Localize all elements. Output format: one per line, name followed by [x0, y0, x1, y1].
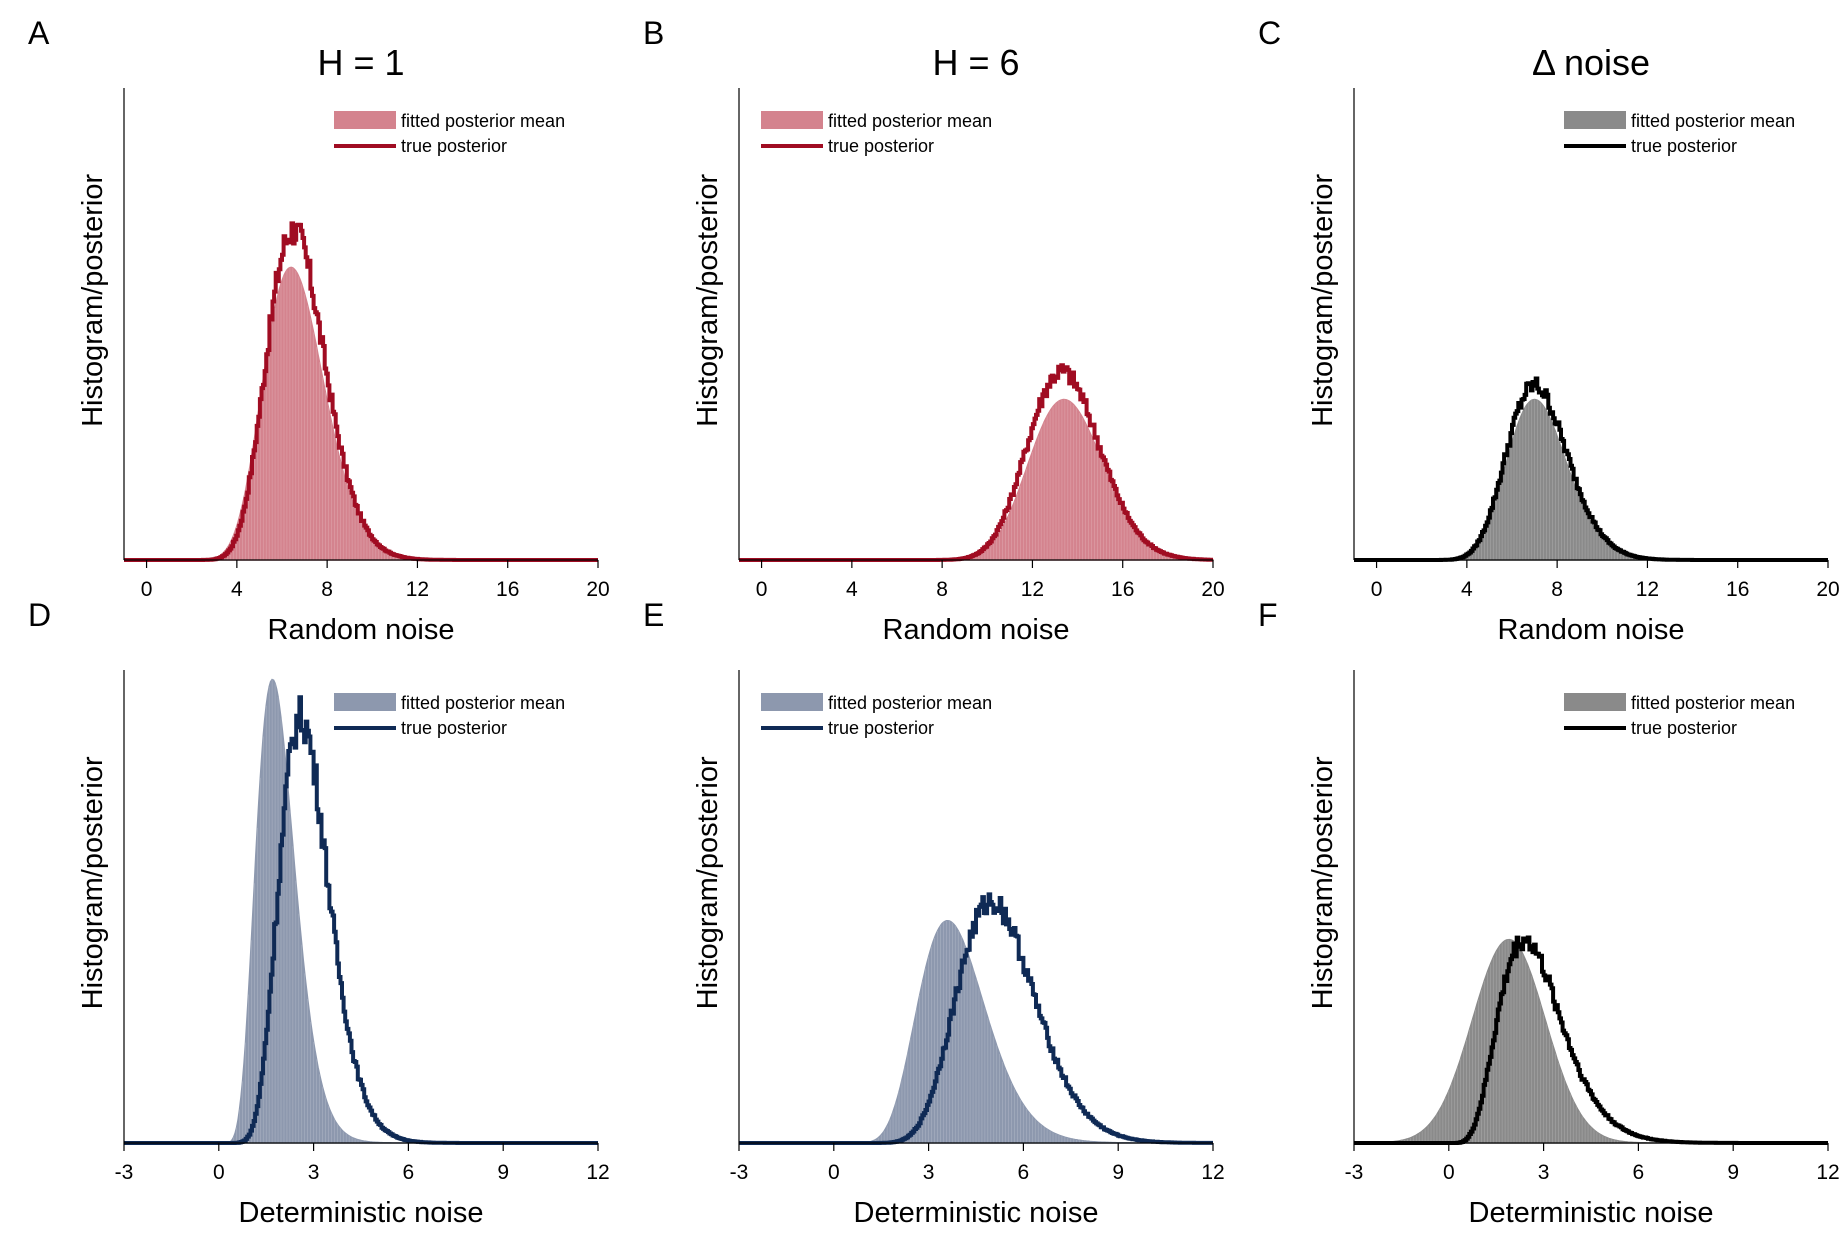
- fitted-area: [1354, 938, 1828, 1144]
- legend-label-true: true posterior: [828, 718, 934, 738]
- x-tick-label: 8: [1551, 578, 1563, 601]
- legend: fitted posterior mean true posterior: [1564, 111, 1795, 156]
- x-tick-label: 3: [1538, 1161, 1550, 1184]
- panel-E: E -3 0 3 6 9 12 Deterministic noise Histogram/po…: [643, 597, 1225, 1229]
- fitted-area: [124, 678, 598, 1144]
- true-posterior-line: [124, 695, 598, 1145]
- legend: fitted posterior mean true posterior: [334, 693, 565, 738]
- x-tick-label: 0: [756, 578, 768, 601]
- x-axis-label: Deterministic noise: [854, 1197, 1099, 1229]
- legend-label-fitted: fitted posterior mean: [828, 111, 992, 131]
- legend-label-fitted: fitted posterior mean: [828, 693, 992, 713]
- x-tick-label: 3: [923, 1161, 935, 1184]
- x-tick-label: 0: [828, 1161, 840, 1184]
- x-tick-label: 3: [308, 1161, 320, 1184]
- panel-D: D -3 0 3 6 9 12 Deterministic noise Histogram/po…: [28, 597, 610, 1229]
- panel-letter-C: C: [1258, 15, 1281, 51]
- x-tick-label: 20: [586, 578, 609, 601]
- x-tick-label: 8: [321, 578, 333, 601]
- y-axis-label: Histogram/posterior: [77, 756, 109, 1009]
- x-tick-label: 0: [213, 1161, 225, 1184]
- x-tick-label: 20: [1816, 578, 1839, 601]
- x-axis-label: Deterministic noise: [239, 1197, 484, 1229]
- x-tick-label: 9: [497, 1161, 509, 1184]
- x-tick-label: 9: [1727, 1161, 1739, 1184]
- legend: fitted posterior mean true posterior: [761, 693, 992, 738]
- x-tick-label: 16: [1726, 578, 1749, 601]
- panel-letter-A: A: [28, 15, 50, 51]
- x-tick-label: 12: [586, 1161, 609, 1184]
- x-tick-label: 12: [406, 578, 429, 601]
- x-tick-label: -3: [1345, 1161, 1364, 1184]
- legend-label-true: true posterior: [401, 136, 507, 156]
- panel-letter-D: D: [28, 597, 51, 633]
- legend-label-true: true posterior: [828, 136, 934, 156]
- panel-letter-F: F: [1258, 597, 1278, 633]
- legend-swatch-fitted: [1564, 111, 1626, 129]
- legend-label-fitted: fitted posterior mean: [1631, 111, 1795, 131]
- legend-swatch-fitted: [1564, 693, 1626, 711]
- y-axis-label: Histogram/posterior: [1307, 756, 1339, 1009]
- fitted-histogram: [739, 919, 1213, 1144]
- legend-label-true: true posterior: [1631, 718, 1737, 738]
- legend-label-fitted: fitted posterior mean: [401, 111, 565, 131]
- x-tick-label: 0: [1443, 1161, 1455, 1184]
- true-posterior-line: [1354, 935, 1828, 1145]
- legend-swatch-fitted: [761, 111, 823, 129]
- x-axis-label: Random noise: [883, 614, 1070, 646]
- x-axis-label: Random noise: [268, 614, 455, 646]
- legend-swatch-fitted: [761, 693, 823, 711]
- x-tick-label: 6: [1633, 1161, 1645, 1184]
- x-tick-label: 16: [496, 578, 519, 601]
- x-tick-label: 6: [1018, 1161, 1030, 1184]
- x-tick-label: 9: [1112, 1161, 1124, 1184]
- legend-label-true: true posterior: [1631, 136, 1737, 156]
- title-h1: H = 1: [317, 42, 404, 83]
- true-posterior-line: [739, 363, 1213, 562]
- x-tick-label: 12: [1636, 578, 1659, 601]
- x-tick-label: 16: [1111, 578, 1134, 601]
- y-axis-label: Histogram/posterior: [1307, 174, 1339, 427]
- panel-A: A 0 4 8 12 16 20 Random noise Histogram/posterio…: [28, 15, 610, 646]
- legend: fitted posterior mean true posterior: [1564, 693, 1795, 738]
- legend-swatch-fitted: [334, 111, 396, 129]
- panel-letter-E: E: [643, 597, 664, 633]
- panel-C: C 0 4 8 12 16 20 Random noise Histogram/posterio…: [1258, 15, 1840, 646]
- x-tick-label: 4: [846, 578, 858, 601]
- title-delta-noise: Δ noise: [1532, 42, 1650, 83]
- title-h6: H = 6: [932, 42, 1019, 83]
- x-axis-label: Deterministic noise: [1469, 1197, 1714, 1229]
- fitted-histogram: [1354, 938, 1828, 1144]
- fitted-histogram: [1354, 398, 1828, 561]
- y-axis-label: Histogram/posterior: [692, 756, 724, 1009]
- legend-label-true: true posterior: [401, 718, 507, 738]
- panel-B: B 0 4 8 12 16 20 Random noise Histogram/posterio…: [643, 15, 1225, 646]
- panel-F: F -3 0 3 6 9 12 Deterministic noise Histogram/po…: [1258, 597, 1840, 1229]
- x-tick-label: 12: [1201, 1161, 1224, 1184]
- y-axis-label: Histogram/posterior: [692, 174, 724, 427]
- legend: fitted posterior mean true posterior: [761, 111, 992, 156]
- x-tick-label: 12: [1816, 1161, 1839, 1184]
- x-tick-label: 6: [403, 1161, 415, 1184]
- legend-label-fitted: fitted posterior mean: [1631, 693, 1795, 713]
- x-tick-label: -3: [730, 1161, 749, 1184]
- y-axis-label: Histogram/posterior: [77, 174, 109, 427]
- x-tick-label: -3: [115, 1161, 134, 1184]
- x-tick-label: 20: [1201, 578, 1224, 601]
- legend-swatch-fitted: [334, 693, 396, 711]
- legend: fitted posterior mean true posterior: [334, 111, 565, 156]
- x-tick-label: 12: [1021, 578, 1044, 601]
- x-tick-label: 8: [936, 578, 948, 601]
- fitted-histogram: [124, 678, 598, 1144]
- x-tick-label: 4: [231, 578, 243, 601]
- x-tick-label: 0: [1371, 578, 1383, 601]
- legend-label-fitted: fitted posterior mean: [401, 693, 565, 713]
- panel-letter-B: B: [643, 15, 664, 51]
- x-axis-label: Random noise: [1498, 614, 1685, 646]
- x-tick-label: 0: [141, 578, 153, 601]
- true-posterior-line: [124, 221, 598, 562]
- x-tick-label: 4: [1461, 578, 1473, 601]
